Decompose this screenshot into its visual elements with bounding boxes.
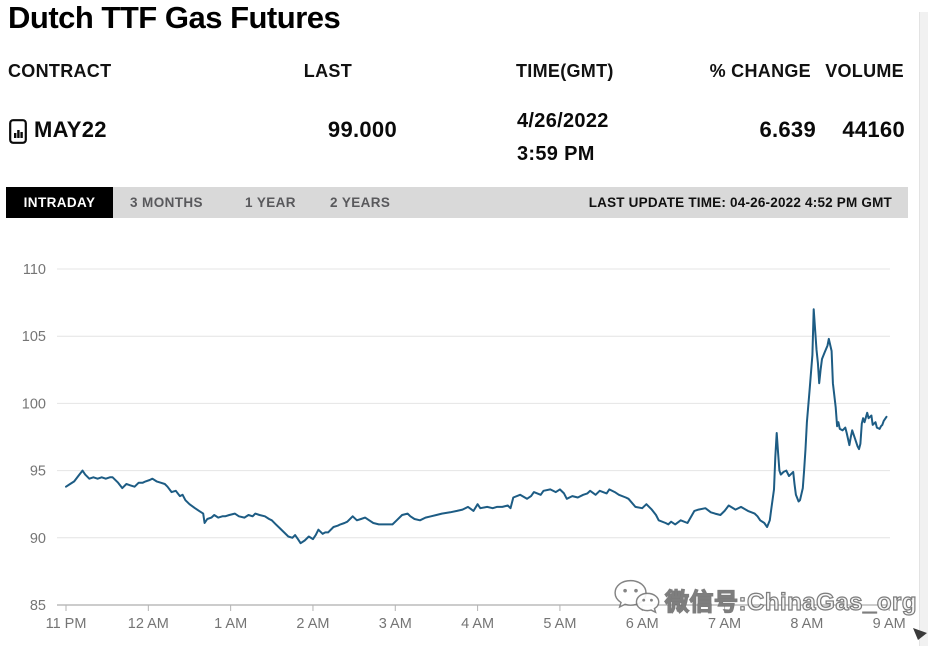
contract-link[interactable]: MAY22: [34, 117, 107, 142]
intraday-price-chart: 85 90 95 100 105 110 11 PM 12 AM 1 AM 2 AM 3 AM 4 A…: [0, 240, 928, 646]
x-axis-label: 9 AM: [873, 616, 906, 632]
tab-1-year[interactable]: 1 YEAR: [245, 195, 296, 210]
column-header-pct-change: % CHANGE: [709, 61, 811, 81]
column-header-contract: CONTRACT: [8, 61, 112, 81]
y-axis-label: 85: [30, 598, 46, 614]
last-update-time: LAST UPDATE TIME: 04-26-2022 4:52 PM GMT: [588, 195, 892, 210]
x-axis-label: 11 PM: [46, 616, 87, 632]
pct-change-value: 6.639: [759, 117, 816, 142]
tab-intraday[interactable]: INTRADAY: [6, 187, 113, 218]
price-line: [65, 308, 888, 545]
x-axis-label: 1 AM: [214, 616, 247, 632]
x-axis-label: 4 AM: [461, 616, 494, 632]
x-axis-label: 5 AM: [543, 616, 576, 632]
x-axis-label: 12 AM: [128, 616, 169, 632]
page-title: Dutch TTF Gas Futures: [8, 0, 341, 35]
volume-value: 44160: [842, 117, 905, 142]
y-axis-label: 95: [30, 464, 46, 480]
page-edge-band: [919, 12, 928, 646]
quote-date: 4/26/2022: [517, 110, 609, 132]
tab-3-months[interactable]: 3 MONTHS: [130, 195, 203, 210]
x-axis-label: 8 AM: [790, 616, 823, 632]
x-axis-label: 3 AM: [379, 616, 412, 632]
tab-2-years[interactable]: 2 YEARS: [330, 195, 391, 210]
cursor-arrow-icon: [912, 624, 928, 642]
quote-time: 3:59 PM: [517, 143, 595, 165]
column-header-volume: VOLUME: [825, 61, 904, 81]
x-axis-label: 6 AM: [626, 616, 659, 632]
column-header-last: LAST: [303, 61, 352, 81]
x-axis-label: 2 AM: [296, 616, 329, 632]
y-axis-label: 105: [22, 329, 46, 345]
chart-range-tabbar: INTRADAY 3 MONTHS 1 YEAR 2 YEARS LAST UP…: [6, 187, 908, 218]
y-axis-label: 90: [30, 531, 46, 547]
last-price-value: 99.000: [327, 117, 397, 142]
column-header-time-gmt: TIME(GMT): [516, 61, 614, 81]
price-line-chart-svg: 85 90 95 100 105 110 11 PM 12 AM 1 AM 2 AM 3 AM 4 A…: [22, 262, 906, 632]
y-axis-label: 100: [22, 396, 46, 412]
x-axis-label: 7 AM: [708, 616, 741, 632]
y-axis-label: 110: [23, 262, 46, 278]
contract-chart-icon: [9, 119, 27, 144]
